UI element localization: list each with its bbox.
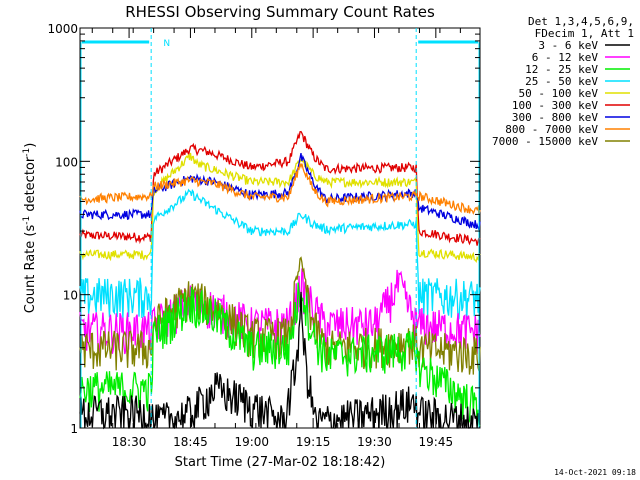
series-line-6-12-kev (79, 267, 481, 355)
legend-entry-label: 12 - 25 keV (525, 63, 598, 76)
legend-header-line-1: Det 1,3,4,5,6,9, (528, 15, 634, 28)
y-tick-label: 10 (63, 289, 78, 303)
y-axis-label-mid: detector (23, 156, 38, 216)
legend: Det 1,3,4,5,6,9,FDecim 1, Att 13 - 6 keV… (492, 15, 634, 148)
chart-title: RHESSI Observing Summary Count Rates (125, 3, 435, 21)
legend-entry-label: 50 - 100 keV (519, 87, 599, 100)
series-line-50-100-kev (79, 152, 481, 264)
y-tick-label: 1000 (47, 22, 78, 36)
series-line-7000-15000-kev (79, 256, 481, 375)
x-tick-label: 18:45 (173, 435, 208, 449)
y-axis-label-end: ) (23, 143, 38, 148)
footer-timestamp: 14-Oct-2021 09:18 (554, 468, 636, 477)
series-line-100-300-kev (79, 130, 481, 246)
x-tick-label: 19:45 (419, 435, 454, 449)
y-axis-label-exp1: -1 (22, 216, 32, 225)
legend-entry-label: 300 - 800 keV (512, 111, 598, 124)
y-axis-label: Count Rate (s-1 detector-1) (22, 143, 38, 314)
series-line-12-25-kev (79, 282, 481, 427)
x-axis-label: Start Time (27-Mar-02 18:18:42) (175, 455, 386, 470)
legend-entry-label: 3 - 6 keV (538, 39, 598, 52)
flag-layer: N (80, 28, 480, 428)
x-tick-label: 18:30 (112, 435, 147, 449)
legend-entry-label: 6 - 12 keV (532, 51, 599, 64)
y-axis-label-exp2: -1 (22, 148, 32, 157)
legend-entry-label: 100 - 300 keV (512, 99, 598, 112)
y-tick-label: 100 (55, 155, 78, 169)
x-tick-label: 19:00 (234, 435, 269, 449)
y-tick-label: 1 (70, 422, 78, 436)
legend-header-line-2: FDecim 1, Att 1 (535, 27, 634, 40)
series-line-3-6-kev (79, 291, 481, 430)
x-tick-label: 19:30 (357, 435, 392, 449)
series-line-25-50-kev (79, 188, 481, 322)
legend-entry-label: 25 - 50 keV (525, 75, 598, 88)
legend-entry-label: 7000 - 15000 keV (492, 135, 598, 148)
flag-label: N (163, 39, 170, 49)
axes-layer: 1 10 100 1000 18:30 18:45 19:00 19:15 19:30 19:45 (47, 22, 480, 449)
legend-entry-label: 800 - 7000 keV (505, 123, 598, 136)
series-layer (79, 130, 481, 430)
x-tick-label: 19:15 (296, 435, 331, 449)
series-line-800-7000-kev (79, 163, 481, 215)
y-axis-label-start: Count Rate (s (23, 225, 38, 314)
